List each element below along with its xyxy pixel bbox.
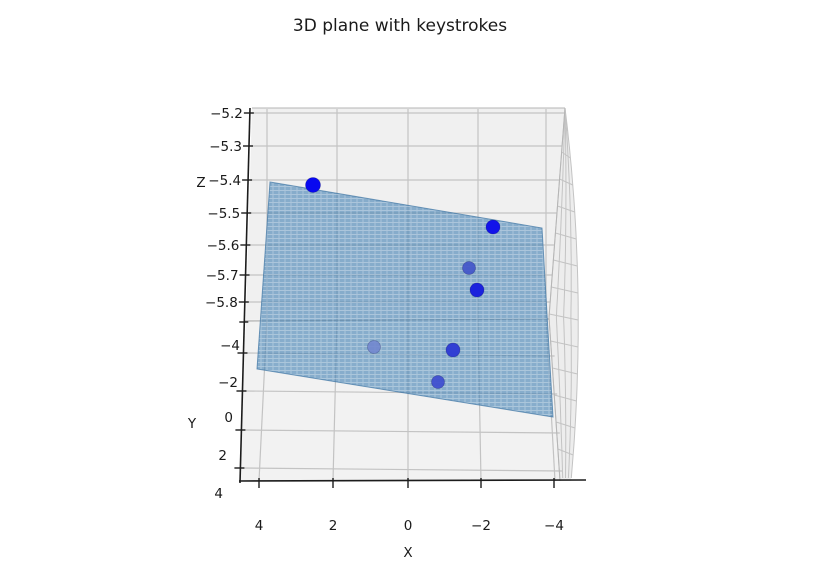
bottom-spine <box>238 479 587 482</box>
scatter-point <box>485 219 501 235</box>
x-tick-label: 0 <box>404 518 413 534</box>
sliver-rung <box>549 313 579 321</box>
plane-surface <box>256 181 554 418</box>
tick-labels: −5.2 −5.3 −5.4 −5.5 −5.6 −5.7 −5.8 −4 −2 0 2 4 4 2 0 −2… <box>205 106 564 534</box>
scatter-point <box>431 375 445 389</box>
sliver-line <box>564 107 579 479</box>
axis-spines <box>234 107 587 488</box>
sliver-rung <box>561 151 571 159</box>
y-gridline-floor <box>243 467 563 472</box>
wall-right-edge <box>548 107 566 318</box>
x-tick-label: −4 <box>544 518 564 534</box>
scatter-point <box>305 177 321 193</box>
x-axis-label: X <box>403 545 412 561</box>
z-tick-label: −5.6 <box>207 238 240 254</box>
y-tick-label: 0 <box>224 410 233 426</box>
floor-right-edge <box>548 316 561 482</box>
z-axis-label: Z <box>196 175 205 191</box>
y-tick-label: −4 <box>220 338 240 354</box>
left-spine <box>239 107 251 484</box>
sliver-rung <box>554 394 577 402</box>
y-tick-label: 4 <box>214 486 223 502</box>
scatter-point <box>462 261 476 275</box>
sliver-rung <box>555 232 577 240</box>
sliver-line <box>555 107 566 479</box>
y-gridline-floor <box>244 429 560 434</box>
scatter-point <box>367 340 381 354</box>
scatter-point <box>445 342 461 358</box>
sliver-line <box>563 107 567 479</box>
sliver-rung <box>557 205 575 213</box>
z-tick-label: −5.2 <box>210 106 243 122</box>
sliver-rung <box>553 259 578 267</box>
sliver-rung <box>563 124 569 132</box>
z-tick-label: −5.4 <box>208 173 241 189</box>
scatter-points <box>305 177 501 389</box>
sliver-line <box>564 107 572 479</box>
sliver-rung <box>559 178 573 186</box>
chart-title: 3D plane with keystrokes <box>293 16 507 36</box>
z-tick-label: −5.3 <box>209 139 242 155</box>
x-tick-label: 4 <box>255 518 264 534</box>
sliver-rung <box>557 448 574 456</box>
sliver-rung <box>550 340 579 348</box>
x-tick-label: −2 <box>471 518 491 534</box>
scatter-point <box>469 282 485 298</box>
z-tick-label: −5.5 <box>207 206 240 222</box>
y-axis-label: Y <box>187 416 197 432</box>
plane-surface-mesh <box>256 181 554 418</box>
z-tick-label: −5.8 <box>205 295 238 311</box>
y-tick-label: −2 <box>218 375 238 391</box>
sliver-rung <box>551 286 579 294</box>
z-tick-label: −5.7 <box>206 268 239 284</box>
x-tick-label: 2 <box>329 518 338 534</box>
y-tick-label: 2 <box>218 448 227 464</box>
sliver-rung <box>555 421 576 429</box>
sliver-rung <box>552 367 578 375</box>
